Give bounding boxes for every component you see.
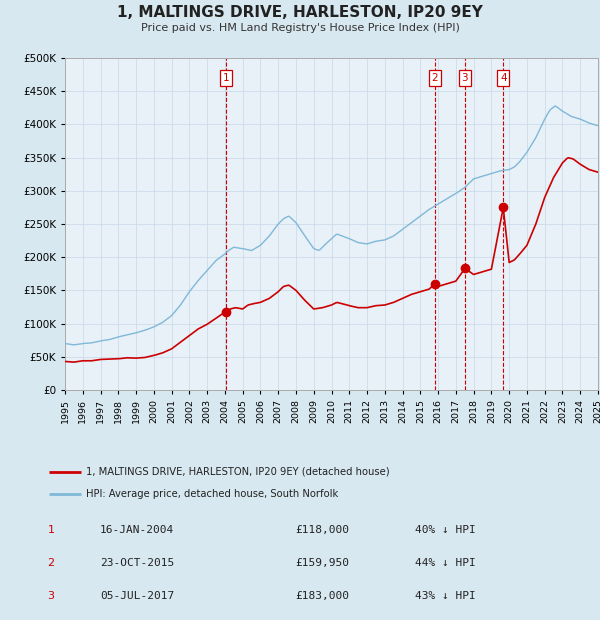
Text: 3: 3	[461, 73, 468, 83]
Text: 2: 2	[431, 73, 438, 83]
Text: 1: 1	[223, 73, 229, 83]
Text: 1, MALTINGS DRIVE, HARLESTON, IP20 9EY (detached house): 1, MALTINGS DRIVE, HARLESTON, IP20 9EY (…	[86, 467, 389, 477]
Text: £183,000: £183,000	[295, 591, 349, 601]
Text: Price paid vs. HM Land Registry's House Price Index (HPI): Price paid vs. HM Land Registry's House …	[140, 23, 460, 33]
Text: 05-JUL-2017: 05-JUL-2017	[100, 591, 174, 601]
Text: 3: 3	[47, 591, 55, 601]
Text: 43% ↓ HPI: 43% ↓ HPI	[415, 591, 476, 601]
Text: 1, MALTINGS DRIVE, HARLESTON, IP20 9EY: 1, MALTINGS DRIVE, HARLESTON, IP20 9EY	[117, 5, 483, 20]
Text: HPI: Average price, detached house, South Norfolk: HPI: Average price, detached house, Sout…	[86, 489, 338, 499]
Text: 40% ↓ HPI: 40% ↓ HPI	[415, 525, 476, 535]
Text: 2: 2	[47, 558, 55, 568]
Text: £159,950: £159,950	[295, 558, 349, 568]
Text: 44% ↓ HPI: 44% ↓ HPI	[415, 558, 476, 568]
Text: £118,000: £118,000	[295, 525, 349, 535]
Text: 23-OCT-2015: 23-OCT-2015	[100, 558, 174, 568]
Text: 16-JAN-2004: 16-JAN-2004	[100, 525, 174, 535]
Text: 1: 1	[47, 525, 55, 535]
Text: 4: 4	[500, 73, 506, 83]
